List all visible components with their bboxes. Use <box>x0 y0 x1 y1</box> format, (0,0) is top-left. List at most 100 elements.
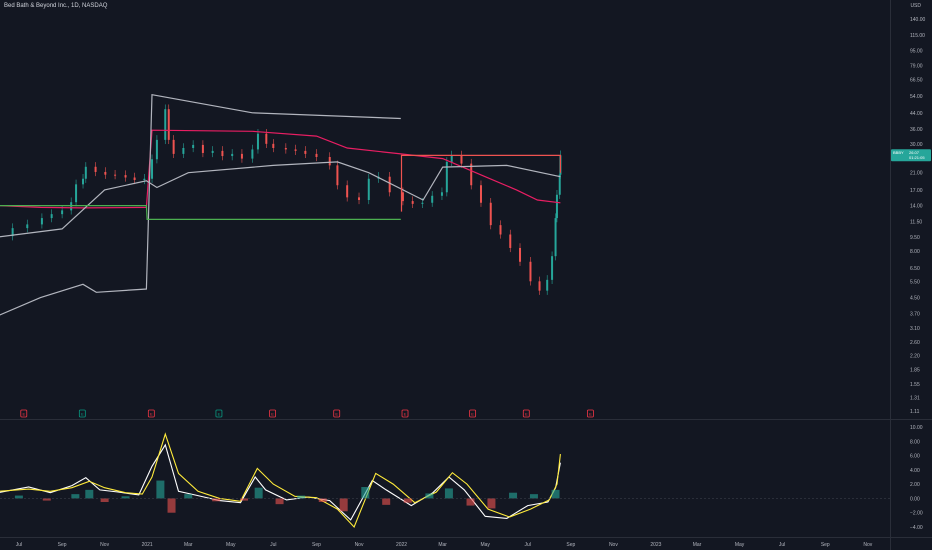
histogram-bar <box>403 498 412 503</box>
candle-body <box>558 174 561 195</box>
candle-body <box>555 194 558 219</box>
histogram-bar <box>167 498 176 513</box>
oscillator-tick-label: 0.00 <box>910 496 920 502</box>
time-tick-label: 2023 <box>650 542 661 548</box>
time-tick-label: 2021 <box>142 542 153 548</box>
candle-body <box>104 171 107 175</box>
candle-body <box>346 185 349 198</box>
candle-body <box>367 178 370 201</box>
earnings-marker-label: E <box>81 412 84 417</box>
candle-body <box>256 133 259 150</box>
candle-body <box>240 153 243 159</box>
earnings-marker <box>522 409 530 418</box>
candle-body <box>151 159 154 179</box>
candle-body <box>164 109 167 140</box>
candle-body <box>450 155 453 162</box>
candle-body <box>479 185 482 203</box>
price-tag-symbol: BBBY <box>893 150 904 155</box>
candle-body <box>519 247 522 262</box>
earnings-marker <box>333 409 341 418</box>
price-tag-box <box>891 149 931 162</box>
histogram-bar <box>254 487 263 499</box>
earnings-marker-label: E <box>589 412 592 417</box>
price-tick-label: 54.00 <box>910 94 923 100</box>
candle-body <box>40 218 43 225</box>
candle-body <box>445 161 448 193</box>
candle-body <box>75 184 78 203</box>
candle-body <box>529 261 532 282</box>
candle-body <box>440 192 443 196</box>
candle-body <box>538 281 541 291</box>
candle-body <box>388 176 391 193</box>
histogram-bar <box>551 489 560 499</box>
time-tick-label: May <box>735 542 745 548</box>
oscillator-tick-label: 10.00 <box>910 425 923 431</box>
candle-body <box>358 197 361 201</box>
candle-body <box>551 256 554 280</box>
oscillator-tick-label: −4.00 <box>910 525 923 531</box>
candle-body <box>284 147 287 150</box>
candle-body <box>470 163 473 186</box>
time-tick-label: Nov <box>100 542 109 548</box>
earnings-marker-label: E <box>218 412 221 417</box>
candle-body <box>546 279 549 291</box>
histogram-bar <box>184 494 193 499</box>
indicator-line <box>0 93 401 316</box>
candle-body <box>201 144 204 153</box>
price-tick-label: 5.50 <box>910 279 920 285</box>
price-tick-label: 3.10 <box>910 326 920 332</box>
time-tick-label: Sep <box>821 542 830 548</box>
oscillator-tick-label: 8.00 <box>910 439 920 445</box>
time-tick-label: Sep <box>566 542 575 548</box>
earnings-marker <box>469 409 477 418</box>
candle-body <box>272 143 275 148</box>
candle-body <box>82 178 85 185</box>
oscillator-tick-label: 2.00 <box>910 482 920 488</box>
time-tick-label: Jul <box>524 542 530 548</box>
earnings-marker <box>401 409 409 418</box>
time-tick-label: Nov <box>355 542 364 548</box>
currency-label[interactable]: USD <box>910 3 921 9</box>
histogram-bar <box>487 498 496 509</box>
candle-body <box>315 153 318 158</box>
candle-body <box>336 165 339 186</box>
time-tick-label: Nov <box>609 542 618 548</box>
symbol-title[interactable]: Bed Bath & Beyond Inc., 1D, NASDAQ <box>4 3 108 9</box>
time-tick-label: Sep <box>58 542 67 548</box>
histogram-bar <box>318 498 327 502</box>
earnings-marker <box>20 409 28 418</box>
oscillator-tick-label: −2.00 <box>910 511 923 517</box>
price-tick-label: 1.85 <box>910 368 920 374</box>
indicator-line <box>400 154 561 212</box>
candle-body <box>304 150 307 154</box>
candle-body <box>211 150 214 153</box>
price-tick-label: 8.00 <box>910 249 920 255</box>
price-axis[interactable]: 140.00 115.00 95.00 79.00 66.50 54.00 44.00 36.… <box>910 17 926 415</box>
histogram-bar <box>297 495 306 499</box>
price-tick-label: 36.00 <box>910 127 923 133</box>
indicator-line <box>0 205 401 220</box>
histogram-bar <box>14 495 23 499</box>
histogram-bar <box>156 480 165 499</box>
earnings-marker <box>215 409 223 418</box>
histogram-bar <box>466 498 475 506</box>
oscillator-axis[interactable]: 10.00 8.00 6.00 4.00 2.00 0.00 −2.00 −4.00 <box>910 425 923 531</box>
earnings-marker-label: E <box>335 412 338 417</box>
candle-body <box>294 149 297 151</box>
time-tick-label: Jul <box>270 542 276 548</box>
earnings-marker <box>269 409 276 418</box>
histogram-bar <box>425 493 434 499</box>
time-axis[interactable]: Jul Sep Nov 2021 Mar May Jul Sep Nov 2022 Mar May Ju… <box>16 542 873 548</box>
price-tick-label: 3.70 <box>910 311 920 317</box>
time-tick-label: Mar <box>184 542 193 548</box>
histogram-bar <box>100 498 109 502</box>
histogram-bar <box>42 498 51 501</box>
oscillator-line <box>0 432 561 529</box>
earnings-marker-label: E <box>271 412 274 417</box>
candle-body <box>192 144 195 148</box>
candle-body <box>401 192 404 202</box>
histogram-bar <box>85 489 94 499</box>
